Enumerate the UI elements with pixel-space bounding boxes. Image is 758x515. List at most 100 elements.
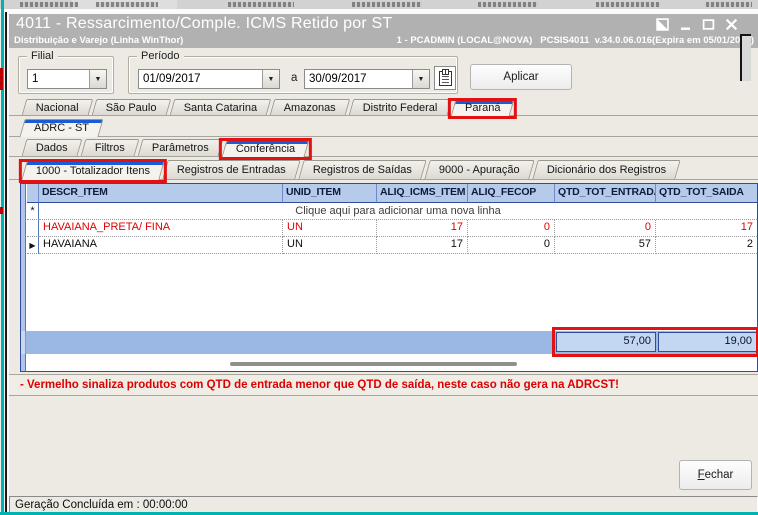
cell-qtd-tot-saida[interactable]: 2 <box>656 237 757 254</box>
filial-select[interactable]: 1 ▼ <box>27 69 107 89</box>
tab-amazonas[interactable]: Amazonas <box>269 99 351 115</box>
title-bar: 4011 - Ressarcimento/Comple. ICMS Retido… <box>9 14 758 35</box>
grid-left-band <box>21 184 26 371</box>
tab-dados[interactable]: Dados <box>21 139 83 156</box>
background-window-edge <box>0 512 758 515</box>
chevron-down-icon[interactable]: ▼ <box>412 70 429 88</box>
window-title: 4011 - Ressarcimento/Comple. ICMS Retido… <box>16 15 393 32</box>
background-window-artifact <box>96 2 158 7</box>
cell-descr-item[interactable]: HAVAIANA_PRETA/ FINA <box>39 220 283 237</box>
tab-sao-paulo[interactable]: São Paulo <box>91 99 171 115</box>
background-window-artifact <box>0 207 3 214</box>
cell-qtd-tot-entrada[interactable]: 0 <box>555 220 656 237</box>
current-row-marker-icon: ▶ <box>27 237 39 254</box>
minimize-icon <box>680 27 690 30</box>
tab-adrc-st[interactable]: ADRC - ST <box>19 119 104 137</box>
background-window-artifact <box>478 2 538 7</box>
cell-aliq-icms-item[interactable]: 17 <box>377 220 468 237</box>
background-window-artifact <box>706 2 752 7</box>
horizontal-scrollbar[interactable] <box>230 362 517 366</box>
row-indicator <box>27 220 39 237</box>
cell-unid-item[interactable]: UN <box>283 220 377 237</box>
periodo-groupbox: Período <box>128 50 458 94</box>
periodo-start-select[interactable]: 01/09/2017 ▼ <box>138 69 280 89</box>
chevron-down-icon[interactable]: ▼ <box>262 70 279 88</box>
grid-header-row: DESCR_ITEM UNID_ITEM ALIQ_ICMS_ITEM ALIQ… <box>27 184 757 203</box>
tab-dicionario-dos-registros[interactable]: Dicionário dos Registros <box>532 160 681 179</box>
product-line-label: Distribuição e Varejo (Linha WinThor) <box>14 35 184 46</box>
status-text: Geração Concluída em : 00:00:00 <box>15 499 188 511</box>
tab-9000-apuracao[interactable]: 9000 - Apuração <box>424 160 535 179</box>
section-tabstrip: Dados Filtros Parâmetros Conferência <box>9 139 758 157</box>
cell-unid-item[interactable]: UN <box>283 237 377 254</box>
cell-qtd-tot-saida[interactable]: 17 <box>656 220 757 237</box>
window-top-highlight <box>0 9 758 12</box>
shade-window-button[interactable] <box>654 17 671 32</box>
adrc-tabstrip: ADRC - ST <box>9 118 758 137</box>
tab-nacional[interactable]: Nacional <box>21 99 94 115</box>
column-header-qtd-tot-saida[interactable]: QTD_TOT_SAIDA <box>656 184 757 203</box>
table-row[interactable]: ▶ HAVAIANA UN 17 0 57 2 <box>27 237 757 254</box>
tab-1000-totalizador-itens[interactable]: 1000 - Totalizador Itens <box>21 161 165 180</box>
periodo-label: Período <box>137 50 184 62</box>
total-qtd-tot-entrada: 57,00 <box>556 332 656 352</box>
background-window-edge <box>5 12 7 515</box>
totals-indicator-cell <box>21 331 26 354</box>
tab-parana[interactable]: Paraná <box>450 100 515 116</box>
column-header-aliq-icms-item[interactable]: ALIQ_ICMS_ITEM <box>377 184 468 203</box>
totalizador-itens-grid: DESCR_ITEM UNID_ITEM ALIQ_ICMS_ITEM ALIQ… <box>20 183 758 372</box>
new-row-hint[interactable]: Clique aqui para adicionar uma nova linh… <box>39 203 757 220</box>
filial-value: 1 <box>32 73 39 85</box>
column-header-aliq-fecop[interactable]: ALIQ_FECOP <box>468 184 555 203</box>
shade-icon <box>656 18 669 31</box>
aplicar-button[interactable]: Aplicar <box>470 64 572 90</box>
maximize-button[interactable] <box>700 17 717 32</box>
background-window-strip <box>0 0 758 12</box>
tab-registros-de-saidas[interactable]: Registros de Saídas <box>298 160 427 179</box>
periodo-separator-label: a <box>291 72 298 84</box>
background-window-artifact <box>352 2 422 7</box>
background-window-artifact <box>228 2 294 7</box>
state-tabstrip: Nacional São Paulo Santa Catarina Amazon… <box>9 99 758 116</box>
maximize-icon <box>702 19 715 30</box>
cell-aliq-icms-item[interactable]: 17 <box>377 237 468 254</box>
grid-new-row[interactable]: * Clique aqui para adicionar uma nova li… <box>27 203 757 220</box>
column-header-unid-item[interactable]: UNID_ITEM <box>283 184 377 203</box>
cell-descr-item[interactable]: HAVAIANA <box>39 237 283 254</box>
calendar-icon <box>438 68 452 86</box>
column-header-descr-item[interactable]: DESCR_ITEM <box>39 184 283 203</box>
column-header-qtd-tot-entrada[interactable]: QTD_TOT_ENTRADA <box>555 184 656 203</box>
warning-text: - Vermelho sinaliza produtos com QTD de … <box>20 379 619 391</box>
subtitle-bar: Distribuição e Varejo (Linha WinThor) 1 … <box>9 35 758 48</box>
session-info-label: 1 - PCADMIN (LOCAL@NOVA) PCSIS4011 v.34.… <box>396 35 754 46</box>
background-window-corner <box>740 34 751 81</box>
chevron-down-icon[interactable]: ▼ <box>89 70 106 88</box>
tab-filtros[interactable]: Filtros <box>80 139 140 156</box>
tab-registros-de-entradas[interactable]: Registros de Entradas <box>162 160 301 179</box>
tab-parametros[interactable]: Parâmetros <box>137 139 224 156</box>
background-window-edge <box>1 0 4 515</box>
close-icon <box>725 18 738 31</box>
periodo-end-select[interactable]: 30/09/2017 ▼ <box>304 69 430 89</box>
minimize-button[interactable] <box>677 17 694 32</box>
filial-groupbox: Filial <box>18 50 114 94</box>
warning-panel: - Vermelho sinaliza produtos com QTD de … <box>9 374 758 396</box>
periodo-start-value: 01/09/2017 <box>143 73 201 85</box>
tab-conferencia[interactable]: Conferência <box>221 140 310 157</box>
tab-distrito-federal[interactable]: Distrito Federal <box>348 99 452 115</box>
calendar-button[interactable] <box>434 66 456 90</box>
cell-qtd-tot-entrada[interactable]: 57 <box>555 237 656 254</box>
new-row-marker-icon: * <box>27 203 39 220</box>
cell-aliq-fecop[interactable]: 0 <box>468 237 555 254</box>
app-window: 4011 - Ressarcimento/Comple. ICMS Retido… <box>7 12 758 514</box>
close-button[interactable] <box>723 17 740 32</box>
table-row[interactable]: HAVAIANA_PRETA/ FINA UN 17 0 0 17 <box>27 220 757 237</box>
register-tabstrip: 1000 - Totalizador Itens Registros de En… <box>9 160 758 180</box>
cell-aliq-fecop[interactable]: 0 <box>468 220 555 237</box>
periodo-end-value: 30/09/2017 <box>309 73 367 85</box>
tab-santa-catarina[interactable]: Santa Catarina <box>169 99 272 115</box>
row-indicator-header <box>27 184 39 203</box>
background-window-artifact <box>20 2 78 7</box>
